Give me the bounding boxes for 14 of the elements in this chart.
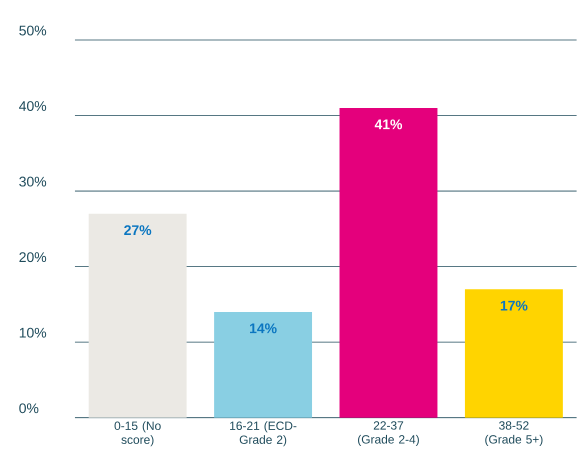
x-tick-label: 0-15 (No score) [114, 421, 161, 446]
x-tick-label: 22-37 (Grade 2-4) [358, 421, 419, 446]
y-tick-label: 0% [19, 403, 38, 414]
x-tick-label: 38-52 (Grade 5+) [485, 421, 543, 446]
y-tick-label: 40% [19, 101, 46, 112]
data-label: 41% [374, 120, 402, 130]
y-tick-label: 30% [19, 176, 46, 187]
x-tick-label: 16-21 (ECD-Grade 2) [230, 421, 296, 446]
data-label: 27% [124, 225, 152, 236]
y-tick-label: 10% [20, 328, 46, 338]
y-tick-label: 20% [19, 252, 46, 262]
data-label: 17% [500, 300, 528, 311]
data-label: 14% [250, 324, 277, 334]
y-tick-label: 50% [19, 26, 46, 36]
